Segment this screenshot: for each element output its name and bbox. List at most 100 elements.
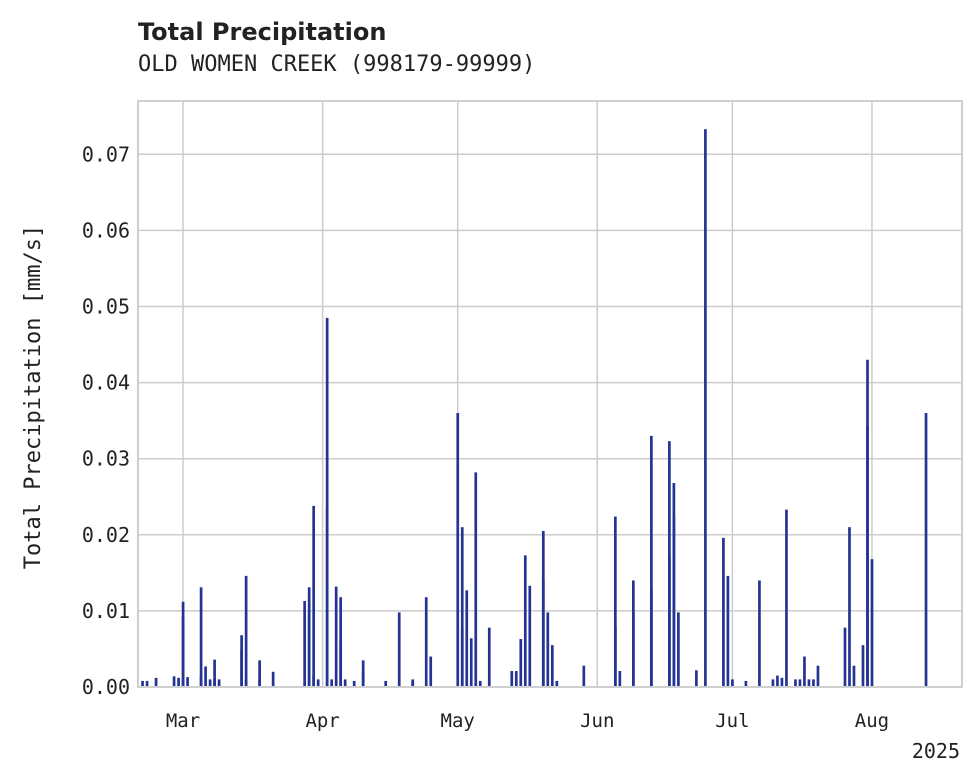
precip-bar: [555, 680, 559, 687]
precip-bar: [199, 675, 203, 687]
precip-bar: [870, 559, 874, 687]
precip-bar: [744, 680, 748, 687]
chart-title: Total Precipitation: [138, 18, 387, 46]
precip-bar: [339, 640, 343, 687]
precip-bar: [726, 575, 730, 687]
x-tick-label: Apr: [305, 710, 339, 732]
grid-lines: [138, 101, 962, 688]
precip-bar: [307, 587, 311, 687]
precip-bar: [650, 435, 653, 687]
y-tick-label: 0.07: [82, 142, 130, 166]
precip-bar: [924, 413, 928, 687]
plot-frame: [137, 100, 963, 688]
precip-bar: [240, 635, 243, 687]
precip-bar: [771, 679, 775, 687]
year-label: 2025: [912, 739, 960, 763]
precip-bar: [316, 679, 320, 687]
precip-bar: [303, 601, 307, 687]
precip-bar: [514, 671, 518, 687]
precip-bar: [758, 580, 761, 687]
precip-bar: [141, 680, 144, 687]
precip-bar: [816, 665, 820, 687]
precip-bar: [330, 679, 334, 687]
precip-bar: [487, 627, 491, 687]
precip-bar: [460, 627, 464, 687]
precip-bar: [672, 483, 676, 687]
precip-bar: [510, 671, 514, 687]
precip-bar: [474, 472, 478, 687]
precip-bar: [677, 612, 680, 687]
precip-bar: [424, 597, 428, 687]
precip-bar: [154, 677, 158, 687]
precip-bar: [460, 527, 464, 687]
precip-bar: [397, 612, 401, 687]
precip-bar: [325, 317, 329, 687]
precip-bar: [704, 129, 707, 687]
precip-bar: [312, 675, 316, 687]
precip-bar: [258, 660, 261, 687]
precip-bar: [848, 527, 851, 687]
precip-bar: [213, 659, 216, 687]
precip-bar: [186, 677, 189, 687]
y-axis-label: Total Precipitation [mm/s]: [21, 225, 46, 569]
precip-bar: [785, 509, 788, 687]
y-tick-label: 0.02: [82, 523, 130, 547]
precip-bar: [208, 679, 212, 687]
precip-bar: [478, 680, 482, 687]
precip-bar: [550, 645, 554, 687]
precip-bar: [861, 645, 865, 687]
x-tick-label: Mar: [166, 710, 200, 732]
precip-bar: [668, 555, 671, 687]
precip-bar: [776, 675, 779, 687]
precip-bar: [794, 679, 797, 687]
y-tick-label: 0.03: [82, 447, 130, 471]
precip-bar: [204, 666, 207, 687]
precip-bar: [519, 639, 523, 687]
precip-bar: [343, 679, 347, 687]
precip-bar: [613, 626, 617, 687]
precip-bar: [807, 679, 811, 687]
precip-bar: [812, 679, 815, 687]
y-axis-ticks: 0.00 0.01 0.02 0.03 0.04 0.05 0.06 0.07: [82, 142, 130, 699]
precip-bar: [334, 586, 338, 687]
precip-bar: [803, 656, 806, 687]
precip-bar: [352, 680, 356, 687]
precip-bar: [411, 680, 415, 687]
precip-bar: [852, 665, 856, 687]
y-tick-label: 0.05: [82, 294, 130, 318]
precip-bar: [695, 670, 698, 687]
precip-bar: [271, 671, 275, 687]
precip-bar: [465, 590, 469, 687]
precip-bar: [172, 676, 176, 687]
precip-bar: [632, 612, 635, 687]
precip-bar: [731, 679, 734, 687]
precip-bar: [199, 587, 203, 687]
x-tick-label: May: [441, 710, 475, 732]
precip-bar: [177, 677, 180, 687]
y-tick-label: 0.04: [82, 371, 130, 395]
precip-bar: [541, 530, 545, 687]
precip-bar: [722, 537, 725, 687]
y-tick-label: 0.00: [82, 675, 130, 699]
x-tick-label: Jun: [580, 710, 614, 732]
y-tick-label: 0.06: [82, 218, 130, 242]
precip-bar: [244, 575, 248, 687]
precip-bar: [866, 425, 869, 687]
precip-bar: [145, 680, 149, 687]
precip-bar: [361, 671, 365, 687]
precip-bar: [798, 679, 802, 687]
precipitation-bars: [141, 129, 928, 687]
y-tick-label: 0.01: [82, 599, 130, 623]
precip-bar: [312, 505, 316, 687]
precip-bar: [181, 616, 185, 687]
precip-bar: [384, 680, 388, 687]
precip-bar: [546, 612, 550, 687]
chart-subtitle: OLD WOMEN CREEK (998179-99999): [138, 52, 536, 77]
precip-bar: [613, 516, 617, 687]
x-axis-ticks: Mar Apr May Jun Jul Aug: [166, 710, 889, 732]
precip-bar: [523, 555, 527, 687]
precip-bar: [217, 679, 221, 687]
precip-bar: [456, 413, 460, 687]
precip-bar: [843, 627, 847, 687]
